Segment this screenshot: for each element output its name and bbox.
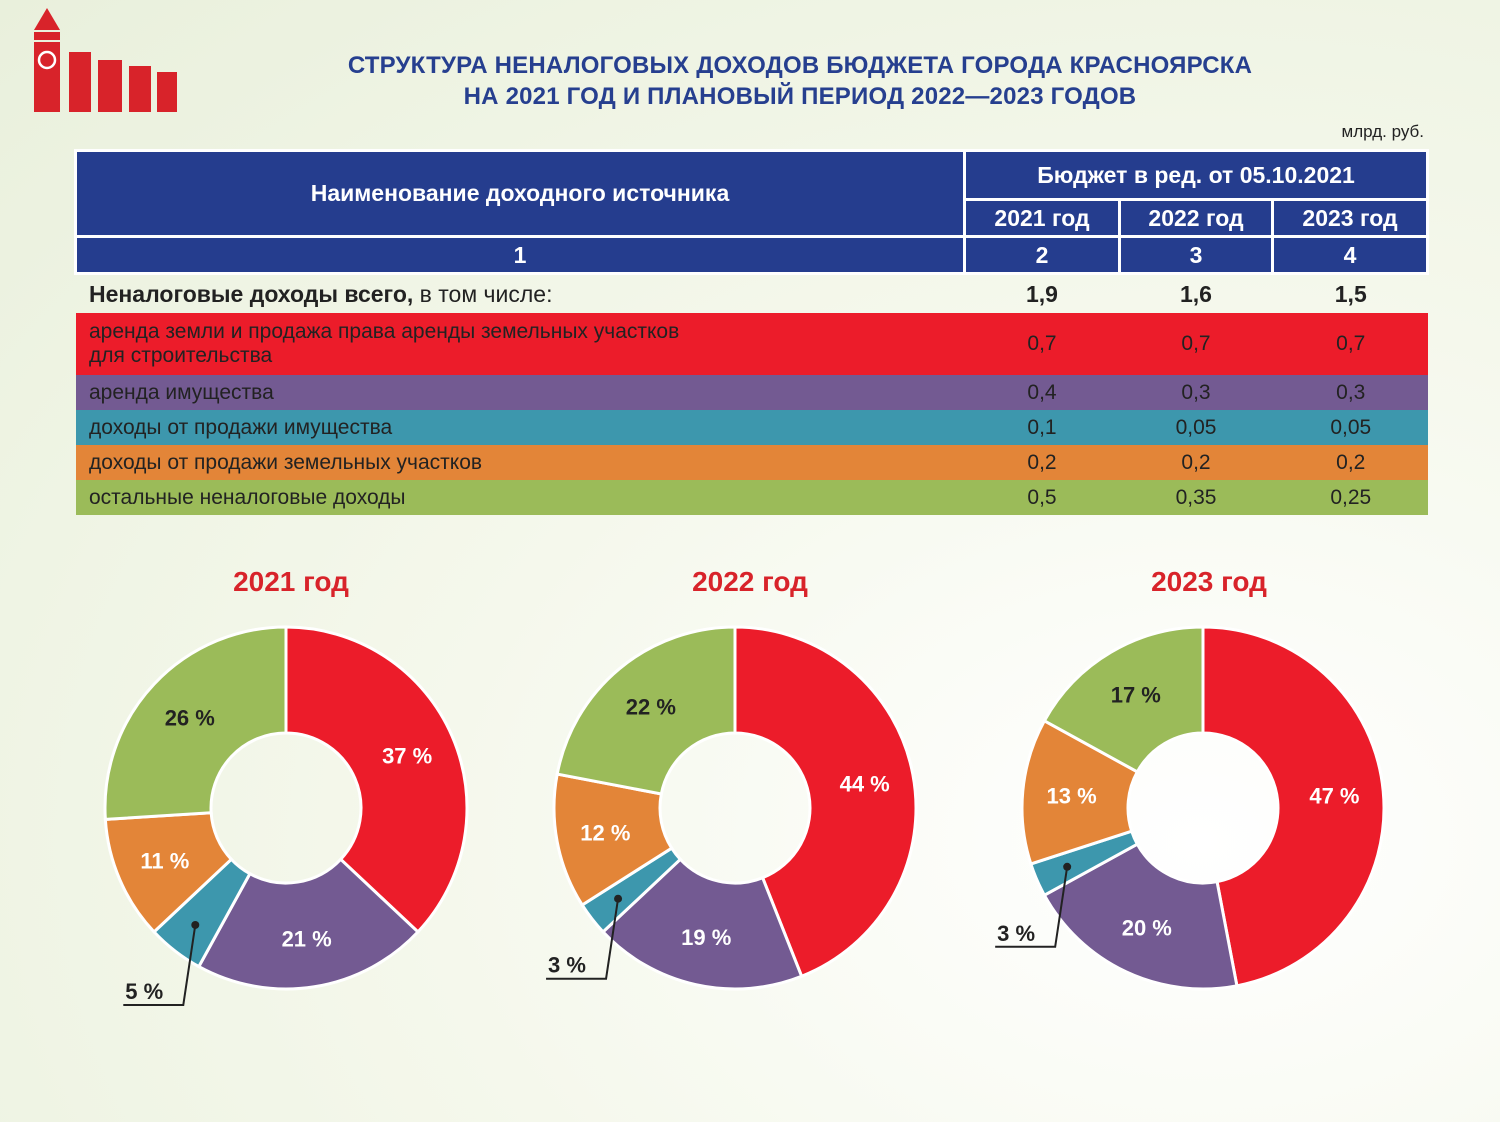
table-cell: 1,9 [1026, 280, 1058, 307]
donut-slice-other [555, 625, 737, 796]
row-label: доходы от продажи имущества [75, 410, 965, 445]
slice-label: 44 % [840, 771, 890, 796]
table-row: доходы от продажи имущества 0,1 0,05 0,0… [75, 410, 1428, 445]
row-label: доходы от продажи земельных участков [75, 445, 965, 480]
column-number: 4 [1270, 235, 1430, 275]
donut-slice-rent-property [1042, 842, 1239, 991]
leader-line [995, 866, 1069, 948]
table-cell: 0,2 [964, 445, 1120, 480]
table-cell: 0,05 [1272, 410, 1428, 445]
donut-chart-2021: 37 % 21 % 5 % 11 % 26 % [103, 625, 469, 1006]
slice-label: 21 % [282, 926, 332, 951]
table-cell: 0,7 [1272, 313, 1428, 375]
slice-label: 20 % [1122, 915, 1172, 940]
row-label: остальные неналоговые доходы [75, 480, 965, 515]
donut-slice-rent-property [600, 857, 804, 991]
leader-dot [614, 894, 623, 903]
slice-label: 19 % [681, 925, 731, 950]
table-cell: 0,35 [1119, 480, 1273, 515]
budget-table: Наименование доходного источника Бюджет … [74, 149, 1430, 515]
donut-slice-rent-land [284, 625, 469, 935]
column-header-year: 2021 год [963, 198, 1121, 238]
table-cell: 0,25 [1272, 480, 1428, 515]
leader-line [546, 898, 620, 980]
table-cell: 1,5 [1334, 280, 1367, 307]
table-row: аренда имущества 0,4 0,3 0,3 [75, 375, 1428, 410]
slice-label: 3 % [548, 953, 586, 978]
column-number: 3 [1118, 235, 1274, 275]
slice-label: 13 % [1047, 784, 1097, 809]
column-number: 1 [74, 235, 966, 275]
leader-dot [1063, 862, 1072, 871]
donut-slice-rent-property [196, 857, 421, 991]
logo-icon [34, 8, 177, 112]
slice-label: 11 % [140, 848, 189, 873]
column-number: 2 [963, 235, 1121, 275]
slice-label: 5 % [125, 979, 163, 1004]
column-header-name: Наименование доходного источника [74, 149, 966, 238]
page-title: СТРУКТУРА НЕНАЛОГОВЫХ ДОХОДОВ БЮДЖЕТА ГО… [200, 50, 1400, 112]
donut-slice-sale-land [552, 772, 674, 908]
table-row-total: Неналоговые доходы всего, в том числе: 1… [76, 274, 1428, 314]
donut-slice-other [103, 625, 288, 821]
row-label: аренда имущества [75, 375, 965, 410]
table-cell: 0,2 [1272, 445, 1428, 480]
table-row: остальные неналоговые доходы 0,5 0,35 0,… [75, 480, 1428, 515]
chart-title-2022: 2022 год [692, 566, 808, 597]
table-cell: 0,3 [1272, 375, 1428, 410]
chart-title-2023: 2023 год [1151, 566, 1267, 597]
table-row: доходы от продажи земельных участков 0,2… [75, 445, 1428, 480]
donut-slice-rent-land [1201, 625, 1386, 988]
slice-label: 12 % [580, 821, 630, 846]
table-cell: 0,4 [964, 375, 1120, 410]
table-cell: 0,2 [1119, 445, 1273, 480]
donut-slice-other [1042, 625, 1205, 774]
chart-title-2021: 2021 год [233, 566, 349, 597]
column-header-year: 2022 год [1118, 198, 1274, 238]
table-cell: 0,1 [964, 410, 1120, 445]
table-row: аренда земли и продажа права аренды земе… [75, 313, 1428, 375]
title-line-2: НА 2021 ГОД И ПЛАНОВЫЙ ПЕРИОД 2022—2023 … [463, 83, 1137, 110]
leader-line [123, 924, 197, 1006]
donut-chart-2023: 47 % 20 % 3 % 13 % 17 % [995, 625, 1386, 991]
slice-label: 3 % [997, 921, 1035, 946]
title-line-1: СТРУКТУРА НЕНАЛОГОВЫХ ДОХОДОВ БЮДЖЕТА ГО… [347, 52, 1253, 79]
row-label-line: для строительства [89, 344, 273, 367]
slice-label: 47 % [1309, 784, 1359, 809]
unit-label: млрд. руб. [1341, 122, 1424, 141]
table-cell: 0,05 [1119, 410, 1273, 445]
donut-slice-rent-land [733, 625, 918, 979]
slice-label: 22 % [626, 694, 676, 719]
slice-label: 37 % [382, 744, 432, 769]
slice-label: 26 % [165, 706, 215, 731]
table-cell: 0,5 [964, 480, 1120, 515]
row-label-rest: в том числе: [413, 281, 553, 307]
table-cell: 0,7 [964, 313, 1120, 375]
row-label: Неналоговые доходы всего, в том числе: [76, 274, 965, 314]
column-header-year: 2023 год [1270, 198, 1430, 238]
donut-chart-2022: 44 % 19 % 3 % 12 % 22 % [546, 625, 918, 991]
row-label-bold: Неналоговые доходы всего, [89, 281, 414, 307]
row-label: аренда земли и продажа права аренды земе… [75, 313, 965, 375]
table-cell: 0,7 [1119, 313, 1273, 375]
row-label-line: аренда земли и продажа права аренды земе… [89, 320, 680, 343]
table-cell: 0,3 [1119, 375, 1273, 410]
table-cell: 1,6 [1180, 280, 1212, 307]
column-header-budget: Бюджет в ред. от 05.10.2021 [962, 149, 1430, 201]
leader-dot [191, 920, 200, 929]
slice-label: 17 % [1111, 682, 1161, 707]
